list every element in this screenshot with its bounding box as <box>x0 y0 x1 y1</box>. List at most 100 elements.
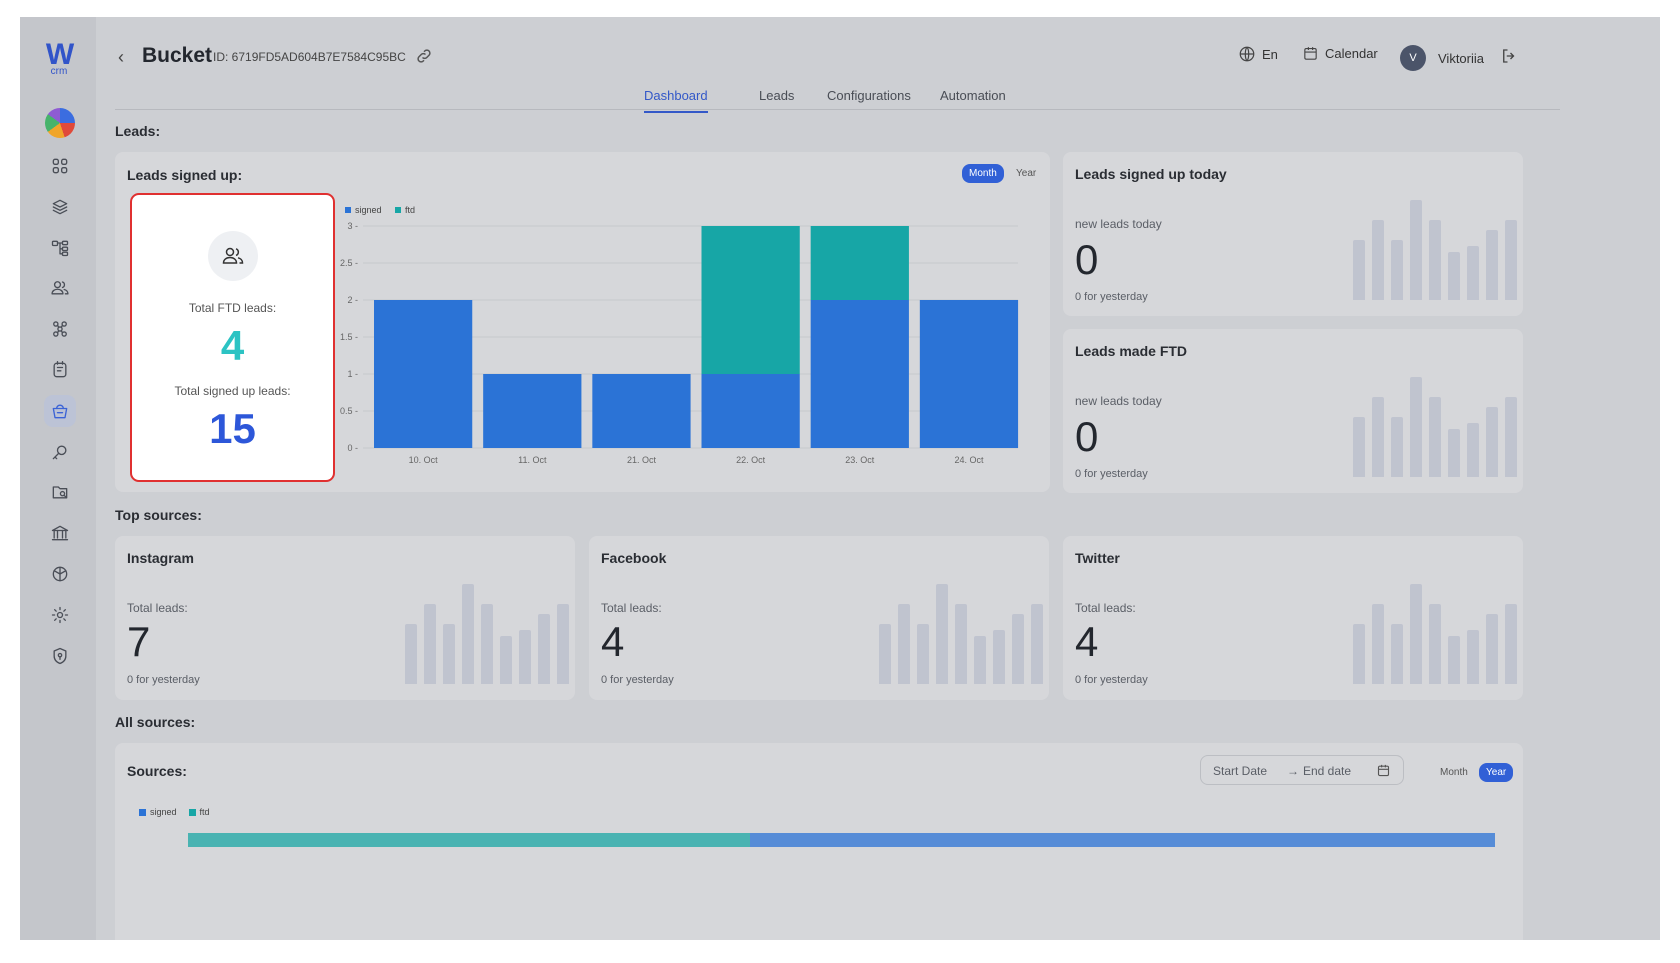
sidebar-item-structure[interactable] <box>44 232 76 264</box>
source-card-facebook[interactable]: Facebook Total leads: 4 0 for yesterday <box>589 536 1049 700</box>
logout-icon[interactable] <box>1500 47 1518 65</box>
x-tick-label: 24. Oct <box>954 455 984 465</box>
tab-leads[interactable]: Leads <box>759 88 795 103</box>
stat-value: 0 <box>1075 236 1099 283</box>
logo-sub: crm <box>50 66 68 77</box>
language-selector[interactable]: En <box>1238 45 1278 63</box>
logo[interactable]: W crm <box>42 40 76 77</box>
date-range-picker[interactable]: Start Date → End date <box>1200 755 1404 785</box>
spark-bar <box>1391 240 1403 300</box>
x-tick-label: 22. Oct <box>736 455 766 465</box>
back-icon[interactable]: ‹ <box>118 47 124 67</box>
ftd-label: Total FTD leads: <box>188 301 277 315</box>
settings-icon <box>51 606 69 623</box>
end-date-input[interactable]: End date <box>1303 764 1352 778</box>
tasks-icon <box>53 361 67 378</box>
structure-icon <box>51 240 69 256</box>
spark-bar <box>1467 630 1479 684</box>
spark-bar <box>1410 584 1422 684</box>
sidebar-item-shield[interactable] <box>44 640 76 672</box>
sidebar-item-layers[interactable] <box>44 191 76 223</box>
sidebar-item-users[interactable] <box>44 272 76 304</box>
stat-value: 7 <box>127 618 151 665</box>
spark-bar <box>481 604 493 684</box>
sidebar-item-settings[interactable] <box>44 599 76 631</box>
calendar-icon[interactable] <box>1376 763 1391 778</box>
sidebar-item-tasks[interactable] <box>44 354 76 386</box>
calendar-button[interactable]: Calendar <box>1302 45 1378 62</box>
calendar-label: Calendar <box>1325 46 1378 61</box>
spark-bar <box>936 584 948 684</box>
x-tick-label: 23. Oct <box>845 455 875 465</box>
spark-bar <box>1429 397 1441 477</box>
user-name: Viktoriia <box>1438 50 1485 66</box>
bar-signed <box>701 374 800 448</box>
leads-bar-chart: signed ftd 0 - 0.5 - 1 - 1.5 - 2 - 2.5 - 3 - 10. … <box>340 205 1019 465</box>
signed-value: 15 <box>209 405 256 452</box>
spark-bar <box>1505 604 1517 684</box>
sidebar-item-dashboard[interactable] <box>44 150 76 182</box>
sources-card: Sources: signed ftd Month Year <box>115 743 1523 940</box>
sparkline <box>1353 584 1517 684</box>
legend-swatch <box>395 207 401 213</box>
card-title: Leads made FTD <box>1075 343 1188 359</box>
legend-swatch-ftd <box>188 808 196 816</box>
stat-label: Total leads: <box>127 601 188 615</box>
spark-bar <box>1467 246 1479 300</box>
year-toggle[interactable]: Year <box>1016 168 1037 179</box>
legend-label: ftd <box>405 205 415 215</box>
range-arrow: → <box>1287 764 1299 778</box>
spark-bar <box>424 604 436 684</box>
spark-bar <box>519 630 531 684</box>
link-icon[interactable] <box>415 47 433 65</box>
spark-bar <box>538 614 550 684</box>
spark-bar <box>1448 636 1460 684</box>
globe-icon <box>1239 46 1255 62</box>
colorwheel-icon[interactable] <box>45 108 75 138</box>
sidebar-item-search-key[interactable] <box>44 436 76 468</box>
stat-label: Total leads: <box>601 601 662 615</box>
month-toggle[interactable]: Month <box>962 164 1004 183</box>
x-tick-label: 11. Oct <box>518 455 547 465</box>
tab-dashboard[interactable]: Dashboard <box>644 88 708 113</box>
stat-label: new leads today <box>1075 394 1162 408</box>
sidebar-item-box[interactable] <box>44 558 76 590</box>
user-menu[interactable]: V Viktoriia <box>1400 45 1484 71</box>
tab-configurations[interactable]: Configurations <box>827 88 911 103</box>
spark-bar <box>1372 220 1384 300</box>
sources-month-toggle[interactable]: Month <box>1440 767 1468 778</box>
sources-year-toggle[interactable]: Year <box>1479 763 1514 782</box>
spark-bar <box>1486 230 1498 300</box>
spark-bar <box>1391 417 1403 477</box>
spark-bar <box>1372 604 1384 684</box>
calendar-icon <box>1304 47 1317 60</box>
sparkline <box>1353 200 1517 300</box>
users-icon <box>51 281 69 295</box>
source-card-twitter[interactable]: Twitter Total leads: 4 0 for yesterday <box>1063 536 1523 700</box>
leads-section-label: Leads: <box>115 123 161 139</box>
sidebar-item-bucket[interactable] <box>44 394 76 427</box>
app-frame: W crm ‹ Bucket ID: 6719FD5AD604B7E7584C9… <box>20 17 1660 940</box>
search-key-icon <box>52 445 67 459</box>
sidebar-item-network[interactable] <box>44 313 76 345</box>
card-title: Leads signed up: <box>127 167 243 183</box>
stat-value: 4 <box>1075 618 1099 665</box>
tab-automation[interactable]: Automation <box>940 88 1006 103</box>
tab-bar: Dashboard Leads Configurations Automatio… <box>115 85 1560 113</box>
spark-bar <box>462 584 474 684</box>
spark-bar <box>1410 377 1422 477</box>
start-date-input[interactable]: Start Date <box>1213 764 1268 778</box>
spark-bar <box>1448 252 1460 300</box>
spark-bar <box>1486 614 1498 684</box>
spark-bar <box>1353 624 1365 684</box>
sidebar-item-bank[interactable] <box>44 517 76 549</box>
sparkline <box>1353 377 1517 477</box>
spark-bar <box>993 630 1005 684</box>
y-tick-label: 2.5 - <box>340 258 358 268</box>
legend-ftd: ftd <box>199 807 210 817</box>
source-card-instagram[interactable]: Instagram Total leads: 7 0 for yesterday <box>115 536 575 700</box>
legend-swatch-signed <box>139 808 146 816</box>
spark-bar <box>1353 240 1365 300</box>
avatar: V <box>1400 45 1426 71</box>
sidebar-item-folders[interactable] <box>44 476 76 508</box>
